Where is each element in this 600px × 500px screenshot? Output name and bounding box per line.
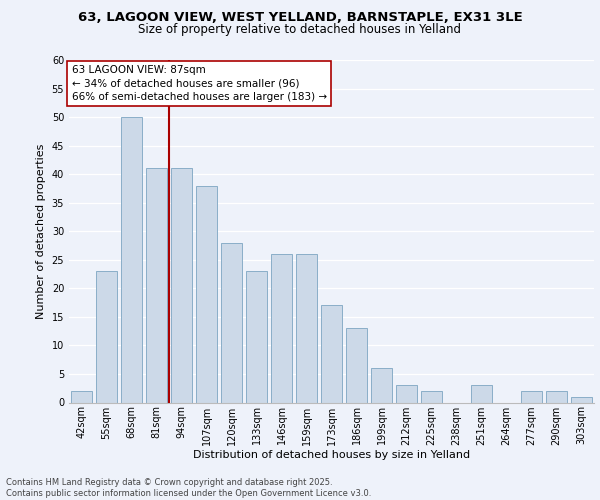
Bar xyxy=(521,391,542,402)
Bar xyxy=(421,391,442,402)
Text: 63, LAGOON VIEW, WEST YELLAND, BARNSTAPLE, EX31 3LE: 63, LAGOON VIEW, WEST YELLAND, BARNSTAPL… xyxy=(77,11,523,24)
Bar xyxy=(96,271,117,402)
Y-axis label: Number of detached properties: Number of detached properties xyxy=(36,144,46,319)
Text: 63 LAGOON VIEW: 87sqm
← 34% of detached houses are smaller (96)
66% of semi-deta: 63 LAGOON VIEW: 87sqm ← 34% of detached … xyxy=(71,65,327,102)
Bar xyxy=(571,397,592,402)
Bar xyxy=(71,391,92,402)
Text: Size of property relative to detached houses in Yelland: Size of property relative to detached ho… xyxy=(139,22,461,36)
X-axis label: Distribution of detached houses by size in Yelland: Distribution of detached houses by size … xyxy=(193,450,470,460)
Text: Contains HM Land Registry data © Crown copyright and database right 2025.
Contai: Contains HM Land Registry data © Crown c… xyxy=(6,478,371,498)
Bar xyxy=(321,306,342,402)
Bar xyxy=(246,271,267,402)
Bar xyxy=(371,368,392,402)
Bar xyxy=(346,328,367,402)
Bar xyxy=(546,391,567,402)
Bar xyxy=(396,386,417,402)
Bar xyxy=(271,254,292,402)
Bar xyxy=(471,386,492,402)
Bar xyxy=(171,168,192,402)
Bar xyxy=(121,117,142,403)
Bar xyxy=(221,242,242,402)
Bar xyxy=(196,186,217,402)
Bar xyxy=(146,168,167,402)
Bar xyxy=(296,254,317,402)
